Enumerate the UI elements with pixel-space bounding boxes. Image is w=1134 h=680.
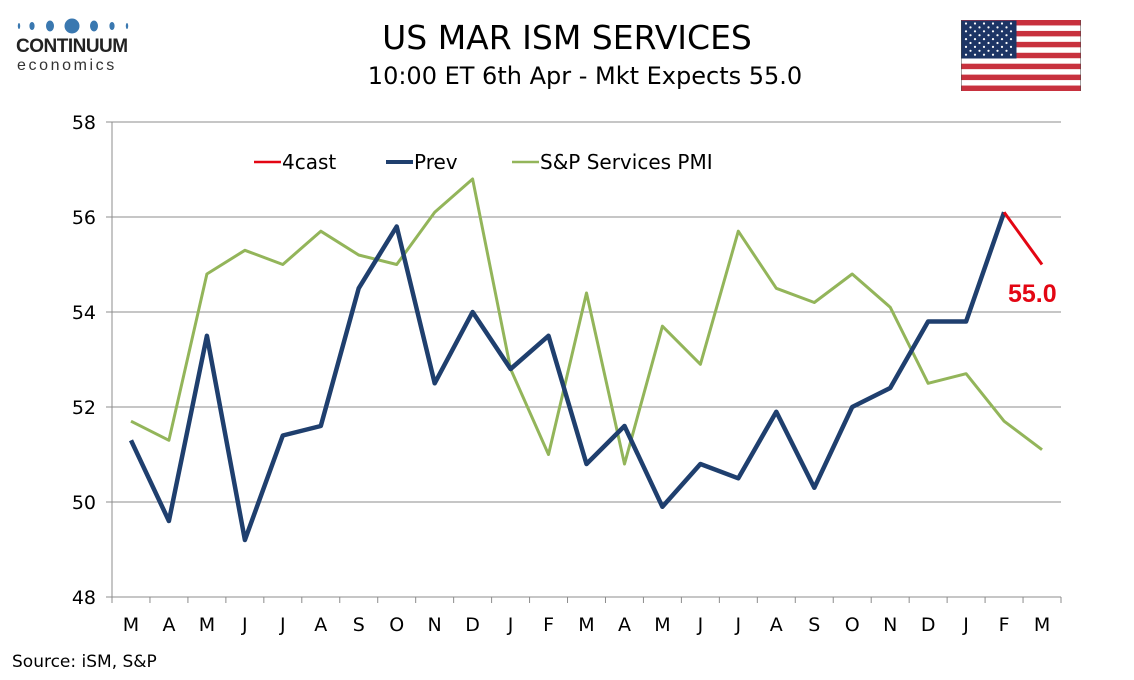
us-flag-icon [961,20,1081,91]
x-tick-label: S [808,614,820,636]
legend: 4cast Prev S&P Services PMI [254,150,713,174]
x-tick-label: M [123,614,139,636]
series-line-prev [128,211,1007,543]
x-tick-label: M [654,614,670,636]
axis-layer: 48 50 52 54 56 58 M A M J J A S O N D J F M A M J J A S O N D J F M [72,112,1062,636]
source-note: Source: iSM, S&P [12,652,157,672]
logo-wordmark: CONTINUUM [16,36,128,57]
y-tick-label: 58 [72,112,96,134]
x-tick-label: M [199,614,215,636]
series-line-sp [130,177,1043,466]
legend-label-prev: Prev [414,150,458,174]
chart-title: US MAR ISM SERVICES [382,18,752,57]
y-tick-label: 50 [72,492,96,514]
forecast-value-label: 55.0 [1008,280,1057,308]
x-tick-label: A [770,614,783,636]
x-tick-label: M [578,614,594,636]
x-tick-label: J [697,614,704,636]
y-tick-label: 52 [72,397,96,419]
y-tick-label: 48 [72,587,96,609]
legend-label-sp: S&P Services PMI [540,150,713,174]
y-tick-label: 54 [72,302,96,324]
x-tick-label: A [314,614,327,636]
x-tick-label: J [507,614,514,636]
grid-layer [112,121,1061,598]
x-tick-label: S [353,614,365,636]
x-tick-label: D [921,614,936,636]
x-tick-label: F [543,614,554,636]
legend-label-forecast: 4cast [282,150,336,174]
x-tick-label: D [465,614,480,636]
chart-subtitle: 10:00 ET 6th Apr - Mkt Expects 55.0 [367,62,803,90]
x-tick-label: N [883,614,897,636]
x-tick-label: M [1034,614,1050,636]
x-tick-label: F [999,614,1010,636]
continuum-logo: CONTINUUM economics [14,14,134,76]
x-tick-label: O [389,614,404,636]
x-tick-label: J [241,614,248,636]
logo-dots-icon [17,18,129,34]
y-tick-label: 56 [72,207,96,229]
x-tick-label: A [618,614,631,636]
x-tick-label: A [162,614,175,636]
x-tick-label: O [845,614,860,636]
series-line-forecast [1002,211,1044,266]
x-tick-label: N [428,614,442,636]
series-layer [128,177,1044,543]
logo-subtitle: economics [17,57,117,74]
x-tick-label: J [279,614,286,636]
x-tick-label: J [735,614,742,636]
x-tick-label: J [962,614,969,636]
